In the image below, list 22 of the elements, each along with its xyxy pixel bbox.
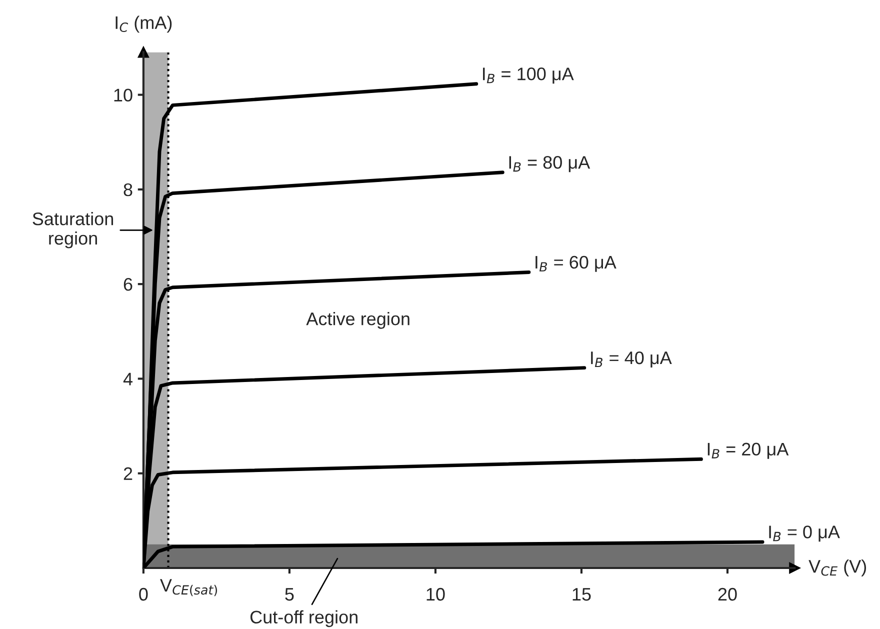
series-label: I$_{B}$ = 0 μA	[769, 526, 840, 542]
ref-line-label: V$_{CE(sat)}$	[160, 579, 218, 596]
series-label: I$_{B}$ = 60 μA	[536, 256, 616, 272]
series-label: I$_{B}$ = 100 μA	[483, 68, 574, 84]
x-tick-label: 10	[426, 588, 445, 601]
band-label: Saturation region	[32, 212, 114, 248]
y-tick-label: 4	[123, 372, 132, 386]
y-tick-label: 10	[114, 88, 132, 102]
series-label: I$_{B}$ = 20 μA	[708, 442, 789, 459]
x-axis-title: V$_{CE}$ (V)	[808, 560, 866, 576]
band-label: Cut-off region	[250, 610, 358, 628]
y-tick-label: 6	[124, 278, 132, 291]
series-label: I$_{B}$ = 80 μA	[509, 156, 590, 172]
x-tick-label: 20	[718, 588, 737, 601]
y-axis-title: I$_{C}$ (mA)	[116, 16, 172, 33]
x-tick-label: 15	[572, 588, 591, 601]
series-label: I$_{B}$ = 40 μA	[591, 351, 672, 368]
x-tick-label: 0	[139, 588, 148, 601]
x-tick-label: 5	[285, 588, 294, 601]
annotation: Active region	[306, 312, 410, 329]
y-tick-label: 2	[124, 467, 132, 480]
y-tick-label: 8	[124, 183, 132, 196]
